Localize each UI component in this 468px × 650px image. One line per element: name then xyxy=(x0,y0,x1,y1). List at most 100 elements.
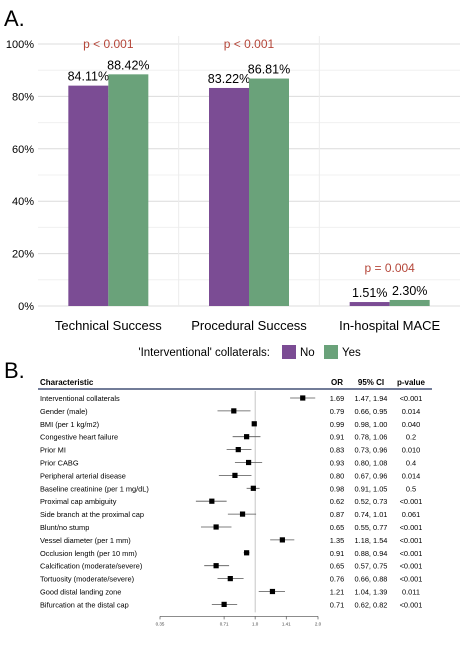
row-label: Interventional collaterals xyxy=(40,394,120,403)
ci-value: 1.04, 1.39 xyxy=(355,588,388,597)
panel-a-label: A. xyxy=(4,6,25,31)
ci-value: 0.57, 0.75 xyxy=(355,562,388,571)
ci-value: 0.66, 0.95 xyxy=(355,407,388,416)
row-label: Baseline creatinine (per 1 mg/dL) xyxy=(40,484,149,493)
ci-value: 0.67, 0.96 xyxy=(355,471,388,480)
x-tick-label: 0.71 xyxy=(220,621,229,626)
p-value: <0.001 xyxy=(400,523,423,532)
ci-value: 0.98, 1.00 xyxy=(355,420,388,429)
legend-swatch-yes xyxy=(324,345,338,359)
or-value: 0.76 xyxy=(330,575,344,584)
x-tick-label: 1.0 xyxy=(252,621,259,626)
p-value: 0.5 xyxy=(406,484,416,493)
ci-value: 0.88, 0.94 xyxy=(355,549,388,558)
bar-chart: 0% 20% 40% 60% 80% 100% 84.11%88.42% p < 0.001 T… xyxy=(6,36,460,359)
p-value: 0.040 xyxy=(402,420,421,429)
header-p: p-value xyxy=(397,378,426,387)
or-value: 0.91 xyxy=(330,549,344,558)
or-value: 0.93 xyxy=(330,459,344,468)
category-label: In-hospital MACE xyxy=(339,318,440,333)
or-value: 0.83 xyxy=(330,446,344,455)
p-value-annotation: p < 0.001 xyxy=(83,37,134,51)
p-value: <0.001 xyxy=(400,549,423,558)
or-marker xyxy=(244,550,250,556)
p-value: <0.001 xyxy=(400,575,423,584)
ci-value: 0.74, 1.01 xyxy=(355,510,388,519)
p-value: 0.011 xyxy=(402,588,420,597)
ci-value: 0.91, 1.05 xyxy=(355,484,388,493)
row-label: Prior MI xyxy=(40,446,66,455)
bar-yes-0 xyxy=(108,74,149,306)
ci-value: 0.66, 0.88 xyxy=(355,575,388,584)
row-label: Gender (male) xyxy=(40,407,88,416)
or-marker xyxy=(244,434,250,440)
y-tick-label: 80% xyxy=(12,91,34,103)
or-marker xyxy=(213,563,219,569)
or-value: 0.91 xyxy=(330,433,344,442)
legend-title: 'Interventional' collaterals: xyxy=(138,347,270,359)
or-value: 0.65 xyxy=(330,523,344,532)
p-value: <0.001 xyxy=(400,600,423,609)
p-value: <0.001 xyxy=(400,562,423,571)
or-value: 0.87 xyxy=(330,510,344,519)
or-marker xyxy=(213,524,219,530)
data-label: 86.81% xyxy=(248,63,290,77)
bar-no-1 xyxy=(209,87,249,307)
p-value: 0.014 xyxy=(402,407,421,416)
header-or: OR xyxy=(331,378,343,387)
ci-value: 0.62, 0.82 xyxy=(355,600,388,609)
or-marker xyxy=(245,459,252,466)
ci-value: 0.73, 0.96 xyxy=(355,446,388,455)
p-value-annotation: p < 0.001 xyxy=(224,37,275,51)
y-tick-label: 100% xyxy=(6,39,34,51)
bar-no-0 xyxy=(68,85,109,306)
panel-b-label: B. xyxy=(4,358,25,383)
row-label: Calcification (moderate/severe) xyxy=(40,562,142,571)
legend-swatch-no xyxy=(282,345,296,359)
data-label: 88.42% xyxy=(107,58,149,72)
x-tick-label: 1.41 xyxy=(282,621,291,626)
or-value: 0.65 xyxy=(330,562,344,571)
or-marker xyxy=(209,498,215,504)
header-characteristic: Characteristic xyxy=(40,378,94,387)
category-label: Procedural Success xyxy=(191,318,307,333)
ci-value: 1.47, 1.94 xyxy=(355,394,388,403)
p-value: <0.001 xyxy=(400,536,423,545)
p-value: 0.010 xyxy=(402,446,421,455)
x-tick-label: 0.35 xyxy=(156,621,165,626)
or-value: 0.79 xyxy=(330,407,344,416)
legend-label: Yes xyxy=(342,347,361,359)
or-marker xyxy=(269,588,276,595)
or-marker xyxy=(250,485,256,491)
row-label: Tortuosity (moderate/severe) xyxy=(40,575,134,584)
row-label: Good distal landing zone xyxy=(40,588,121,597)
y-tick-label: 0% xyxy=(18,301,34,313)
row-label: Prior CABG xyxy=(40,459,79,468)
or-marker xyxy=(251,421,257,427)
or-marker xyxy=(235,447,241,453)
or-value: 0.80 xyxy=(330,471,344,480)
ci-value: 0.80, 1.08 xyxy=(355,459,388,468)
or-marker xyxy=(221,601,227,607)
row-label: Bifurcation at the distal cap xyxy=(40,600,129,609)
p-value: 0.4 xyxy=(406,459,416,468)
y-tick-label: 60% xyxy=(12,144,34,156)
y-tick-label: 20% xyxy=(12,249,34,261)
or-marker xyxy=(231,408,237,414)
y-tick-label: 40% xyxy=(12,196,34,208)
row-label: Proximal cap ambiguity xyxy=(40,497,117,506)
ci-value: 0.78, 1.06 xyxy=(355,433,388,442)
legend-label: No xyxy=(300,347,315,359)
bar-no-2 xyxy=(349,302,390,306)
or-marker xyxy=(227,576,233,582)
ci-value: 0.52, 0.73 xyxy=(355,497,388,506)
or-value: 1.69 xyxy=(330,394,344,403)
row-label: Occlusion length (per 10 mm) xyxy=(40,549,137,558)
p-value: 0.2 xyxy=(406,433,416,442)
bar-yes-1 xyxy=(249,78,289,306)
or-marker xyxy=(279,537,285,543)
row-label: Blunt/no stump xyxy=(40,523,89,532)
p-value: <0.001 xyxy=(400,497,423,506)
row-label: Side branch at the proximal cap xyxy=(40,510,144,519)
